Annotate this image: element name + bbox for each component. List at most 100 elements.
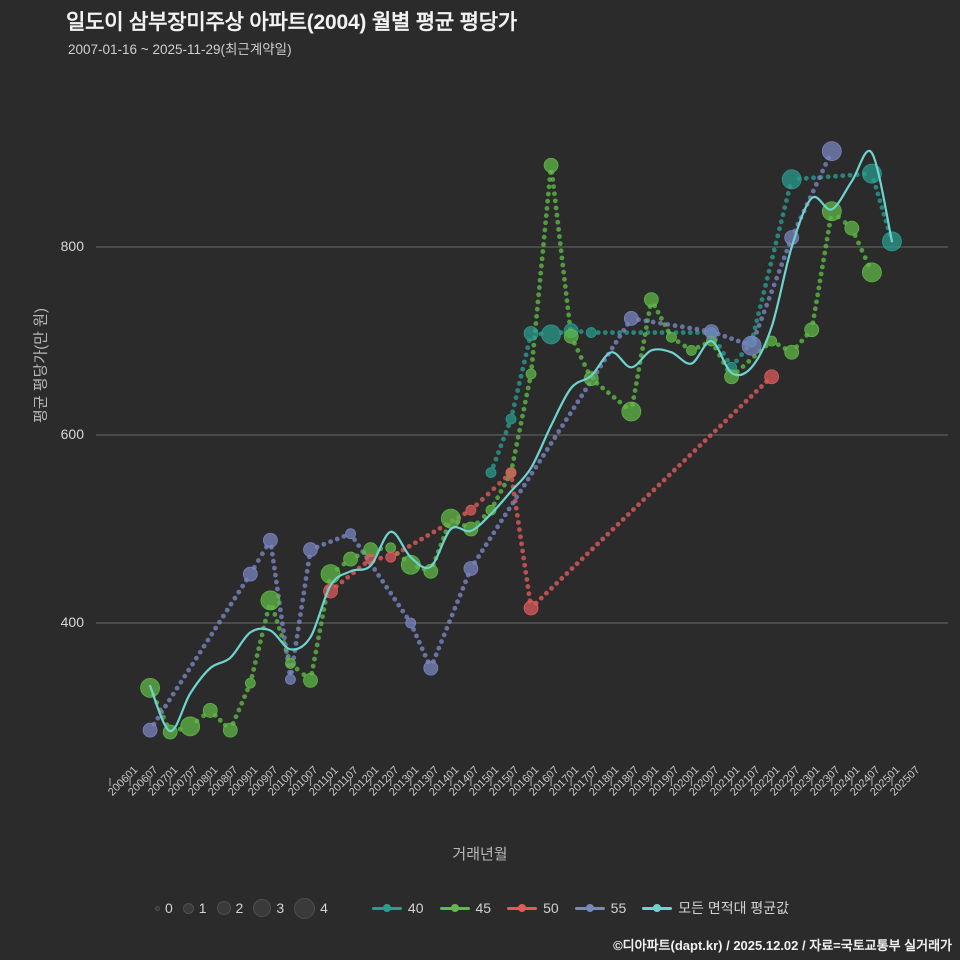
series-connector-dot	[754, 318, 760, 324]
series-connector-dot	[506, 506, 512, 512]
series-connector-dot	[273, 572, 278, 578]
series-connector-dot	[803, 175, 809, 181]
series-connector-dot	[840, 173, 846, 179]
series-connector-dot	[582, 362, 587, 367]
series-connector-dot	[658, 316, 664, 321]
legend-series-key	[574, 902, 605, 914]
legend-size-item[interactable]: 3	[253, 899, 294, 917]
series-connector-dot	[457, 592, 463, 598]
series-connector-dot	[781, 255, 787, 261]
series-connector-dot	[640, 346, 645, 351]
data-point-bubble	[724, 369, 739, 385]
series-connector-dot	[433, 652, 439, 658]
data-point-bubble	[285, 674, 296, 685]
series-connector-dot	[498, 489, 504, 494]
series-connector-dot	[497, 480, 502, 486]
series-connector-dot	[775, 342, 781, 348]
y-axis-tick-label: 600	[60, 426, 84, 442]
series-connector-dot	[613, 339, 619, 345]
series-connector-dot	[275, 586, 280, 592]
series-connector-dot	[257, 639, 263, 645]
series-connector-dot	[656, 482, 662, 488]
series-connector-dot	[317, 628, 323, 634]
series-connector-dot	[778, 219, 784, 225]
series-connector-dot	[813, 181, 819, 187]
series-connector-dot	[289, 669, 294, 675]
series-connector-dot	[764, 275, 770, 281]
series-connector-dot	[518, 420, 524, 426]
series-connector-dot	[729, 336, 734, 342]
series-connector-dot	[557, 241, 563, 247]
series-connector-dot	[531, 342, 537, 348]
series-connector-dot	[833, 173, 838, 179]
series-connector-dot	[567, 411, 573, 417]
series-connector-dot	[228, 601, 234, 607]
series-connector-dot	[455, 599, 460, 605]
legend-size-item[interactable]: 0	[154, 900, 183, 916]
series-connector-dot	[526, 591, 532, 597]
data-point-bubble	[423, 660, 439, 676]
data-point-bubble	[405, 617, 417, 629]
series-connector-dot	[501, 436, 506, 442]
legend-series-item-45[interactable]: 45	[439, 900, 491, 916]
data-point-bubble	[320, 564, 341, 585]
series-connector-dot	[633, 381, 639, 386]
legend-series-item-40[interactable]: 40	[371, 900, 424, 916]
series-connector-dot	[170, 691, 176, 697]
series-connector-dot	[511, 402, 517, 408]
y-axis-label: 평균 평당가(만 원)	[32, 308, 50, 423]
series-connector-dot	[665, 322, 671, 327]
series-connector-dot	[524, 577, 530, 582]
data-point-bubble	[523, 326, 539, 341]
series-connector-dot	[452, 605, 458, 611]
series-connector-dot	[278, 607, 283, 613]
legend-series-item-모든-면적대-평균값[interactable]: 모든 면적대 평균값	[642, 898, 789, 918]
series-connector-dot	[380, 578, 386, 584]
series-connector-dot	[859, 247, 865, 253]
series-connector-dot	[431, 529, 437, 535]
series-connector-dot	[631, 507, 636, 512]
series-connector-dot	[400, 608, 406, 614]
series-connector-dot	[511, 456, 517, 461]
series-connector-dot	[734, 358, 739, 364]
series-connector-dot	[501, 482, 507, 488]
series-connector-dot	[209, 631, 215, 637]
series-connector-dot	[515, 434, 521, 440]
series-connector-dot	[757, 304, 763, 309]
series-connector-dot	[562, 284, 568, 289]
series-connector-dot	[186, 667, 192, 673]
legend-series-item-50[interactable]: 50	[507, 900, 559, 916]
series-connector-dot	[776, 268, 782, 274]
series-connector-dot	[491, 463, 496, 469]
series-connector-dot	[512, 449, 518, 454]
series-connector-dot	[641, 497, 647, 503]
series-connector-dot	[414, 633, 419, 639]
series-connector-dot	[534, 306, 540, 312]
legend-size-item[interactable]: 4	[294, 897, 338, 919]
series-connector-dot	[437, 525, 443, 531]
series-connector-dot	[579, 556, 585, 562]
series-connector-dot	[520, 548, 526, 554]
series-connector-dot	[666, 472, 672, 478]
series-connector-dot	[345, 574, 351, 580]
series-connector-dot	[294, 666, 300, 672]
series-connector-dot	[516, 380, 522, 386]
series-connector-dot	[514, 494, 520, 500]
series-connector-dot	[474, 502, 480, 508]
series-connector-dot	[506, 423, 511, 429]
series-connector-dot	[545, 191, 551, 197]
legend-series-item-55[interactable]: 55	[574, 900, 626, 916]
series-connector-dot	[650, 319, 656, 325]
series-connector-dot	[522, 562, 528, 568]
series-connector-dot	[476, 554, 481, 559]
data-point-bubble	[303, 672, 318, 688]
series-connector-dot	[879, 205, 885, 210]
legend-size-item[interactable]: 2	[216, 900, 254, 916]
series-connector-dot	[163, 703, 168, 709]
legend-size-item[interactable]: 1	[182, 900, 217, 916]
series-connector-dot	[775, 233, 781, 239]
series-connector-dot	[771, 282, 777, 288]
series-connector-dot	[394, 551, 400, 556]
series-connector-dot	[707, 433, 713, 439]
series-connector-dot	[605, 390, 611, 396]
